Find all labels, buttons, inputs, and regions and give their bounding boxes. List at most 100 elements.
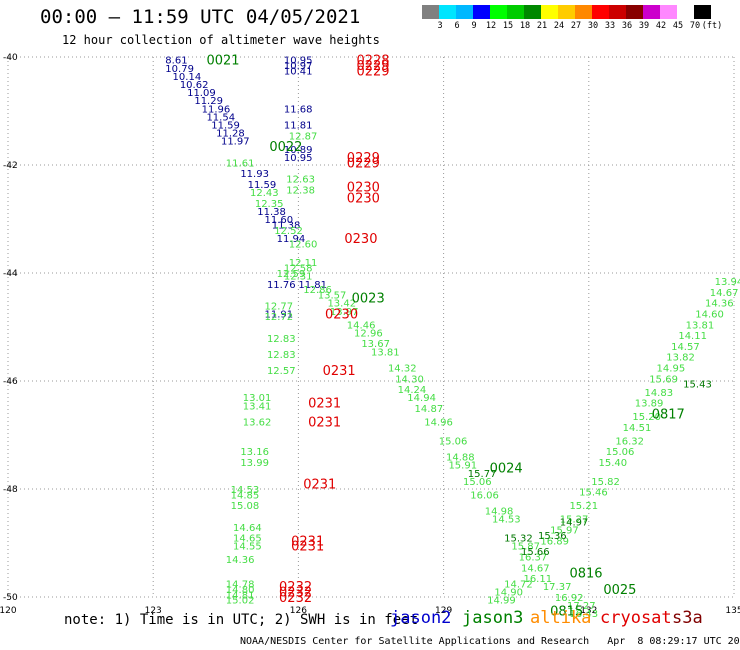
wave-height-value: 11.54 [206, 112, 235, 123]
wave-height-value: 11.68 [284, 104, 313, 115]
wave-height-value: 12.35 [255, 199, 284, 210]
wave-height-value: 11.94 [277, 234, 306, 245]
wave-height-value: 16.06 [470, 490, 499, 501]
wave-height-value: 14.53 [231, 485, 260, 496]
colorbar-label: 3 [437, 21, 443, 31]
legend-s3a: s3a [672, 608, 703, 628]
colorbar-swatch [422, 5, 439, 19]
pass-time-label: 0231 [323, 364, 356, 379]
wave-height-value: 14.88 [446, 453, 475, 464]
pass-time-label: 0232 [279, 586, 312, 601]
pass-time-label: 0232 [279, 591, 312, 606]
wave-height-value: 13.82 [666, 353, 695, 364]
colorbar-label: 21 [536, 21, 548, 31]
colorbar-label: (ft) [701, 21, 723, 31]
wave-height-value: 13.16 [240, 447, 269, 458]
pass-time-label: 0022 [269, 140, 302, 155]
colorbar-swatch [439, 5, 456, 19]
wave-height-value: 12.31 [284, 272, 313, 283]
lat-tick-label: -50 [3, 593, 18, 603]
wave-height-value: 12.52 [274, 226, 303, 237]
pass-time-label: 0230 [325, 308, 358, 323]
pass-time-label: 0816 [569, 567, 602, 582]
wave-height-value: 15.40 [598, 458, 627, 469]
colorbar-label: 70 [689, 21, 701, 31]
colorbar-label: 24 [553, 21, 565, 31]
wave-height-value: 14.81 [226, 590, 255, 601]
colorbar-swatch [660, 5, 677, 19]
colorbar-label: 15 [502, 21, 514, 31]
wave-height-value: 15.36 [538, 531, 567, 542]
lat-tick-label: -42 [3, 161, 18, 171]
pass-time-label: 0025 [603, 583, 636, 598]
wave-height-value: 13.97 [330, 307, 359, 318]
wave-height-value: 10.14 [173, 72, 202, 83]
wave-height-value: 16.32 [615, 436, 644, 447]
colorbar-label: 27 [570, 21, 582, 31]
wave-height-value: 16.43 [569, 609, 598, 620]
wave-height-value: 14.32 [388, 364, 417, 375]
wave-height-value: 12.87 [289, 131, 318, 142]
wave-height-value: 12.72 [265, 312, 294, 323]
wave-height-value: 10.89 [284, 145, 313, 156]
colorbar-swatch [558, 5, 575, 19]
wave-height-value: 15.02 [226, 596, 255, 607]
wave-height-value: 16.92 [555, 593, 584, 604]
wave-height-value: 16.11 [523, 574, 552, 585]
legend-cryosat: cryosat [600, 608, 672, 628]
wave-height-value: 14.30 [395, 374, 424, 385]
wave-height-value: 15.32 [504, 534, 533, 545]
legend-altika: altika [530, 608, 592, 628]
wave-height-value: 10.79 [165, 64, 194, 75]
wave-height-value: 11.81 [284, 121, 313, 132]
lon-tick-label: 132 [580, 606, 597, 616]
wave-height-value: 11.38 [257, 207, 286, 218]
wave-height-value: 13.57 [318, 291, 347, 302]
wave-height-value: 15.97 [550, 526, 579, 537]
wave-height-value: 12.11 [289, 258, 318, 269]
wave-height-value: 12.59 [277, 269, 306, 280]
wave-height-value: 12.43 [250, 188, 279, 199]
lon-tick-label: 120 [0, 606, 17, 616]
wave-height-value: 11.81 [298, 280, 327, 291]
pass-time-label: 0231 [291, 534, 324, 549]
map-subtitle: 12 hour collection of altimeter wave hei… [62, 33, 380, 47]
wave-height-value: 14.78 [226, 580, 255, 591]
wave-height-value: 10.95 [284, 56, 313, 67]
wave-height-value: 14.65 [233, 534, 262, 545]
credit-footer: NOAA/NESDIS Center for Satellite Applica… [240, 636, 740, 647]
wave-height-value: 14.85 [231, 490, 260, 501]
wave-height-value: 15.20 [632, 412, 661, 423]
wave-height-value: 15.87 [511, 542, 540, 553]
colorbar-swatch [507, 5, 524, 19]
wave-height-value: 15.08 [231, 501, 260, 512]
wave-height-value: 14.83 [644, 388, 673, 399]
wave-height-value: 11.09 [187, 88, 216, 99]
wave-height-value: 14.46 [347, 320, 376, 331]
wave-height-value: 12.86 [303, 285, 332, 296]
colorbar-swatch [473, 5, 490, 19]
colorbar-label: 30 [587, 21, 599, 31]
pass-time-label: 0230 [347, 191, 380, 206]
wave-height-value: 15.43 [683, 380, 712, 391]
wave-height-value: 14.55 [233, 542, 262, 553]
wave-height-value: 14.64 [233, 523, 262, 534]
wave-height-value: 13.62 [243, 418, 272, 429]
colorbar-swatch [626, 5, 643, 19]
pass-time-label: 0229 [356, 59, 389, 74]
wave-height-value: 10.95 [284, 153, 313, 164]
wave-height-value: 8.61 [165, 56, 187, 67]
pass-time-label: 0024 [490, 461, 523, 476]
wave-height-value: 13.42 [327, 299, 356, 310]
wave-height-value: 12.57 [267, 366, 296, 377]
wave-height-value: 12.77 [265, 301, 294, 312]
colorbar-swatch [694, 5, 711, 19]
wave-height-value: 13.81 [371, 347, 400, 358]
wave-height-value: 11.60 [265, 215, 294, 226]
pass-time-label: 0230 [347, 181, 380, 196]
wave-height-value: 11.29 [194, 96, 223, 107]
lon-tick-label: 129 [435, 606, 452, 616]
colorbar-swatch [490, 5, 507, 19]
wave-height-value: 14.36 [705, 299, 734, 310]
